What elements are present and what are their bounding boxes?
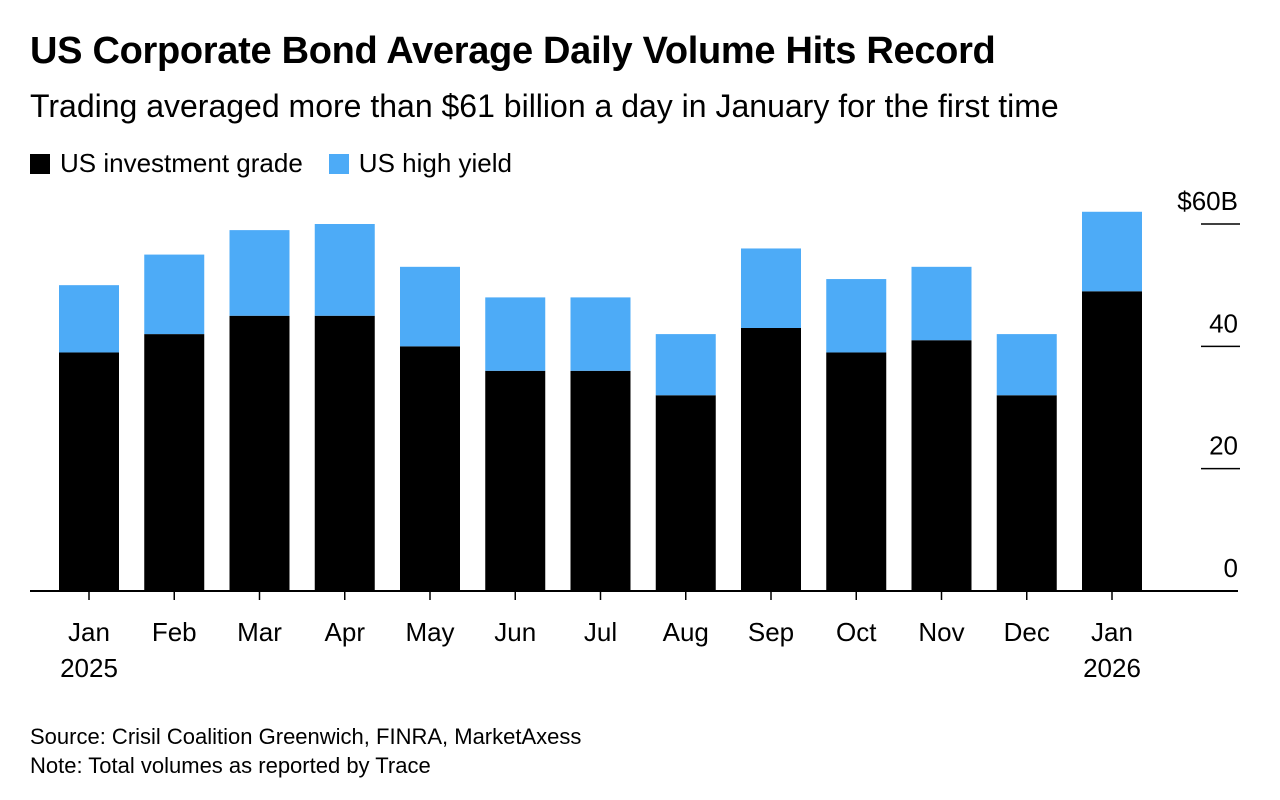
bar-high-yield-3 bbox=[314, 224, 375, 316]
x-tick-label-12: Jan bbox=[1091, 617, 1133, 647]
bar-high-yield-12 bbox=[1082, 211, 1142, 292]
legend-label-high-yield: US high yield bbox=[358, 148, 512, 178]
bar-investment-grade-12 bbox=[1082, 291, 1142, 591]
bar-investment-grade-9 bbox=[826, 352, 887, 591]
x-tick-label-6: Jul bbox=[584, 617, 617, 647]
bar-high-yield-9 bbox=[826, 279, 887, 353]
y-tick-label-2: 40 bbox=[1209, 308, 1238, 338]
x-tick-label-4: May bbox=[405, 617, 454, 647]
bar-high-yield-10 bbox=[911, 266, 972, 341]
x-tick-label-3: Apr bbox=[325, 617, 366, 647]
footnote: Note: Total volumes as reported by Trace bbox=[30, 753, 431, 778]
legend-swatch-high-yield bbox=[328, 153, 349, 174]
x-tick-label-8: Sep bbox=[748, 617, 794, 647]
x-tick-label-1: Feb bbox=[152, 617, 197, 647]
y-tick-label-3: $60B bbox=[1177, 186, 1238, 216]
x-tick-label-7: Aug bbox=[663, 617, 709, 647]
bar-investment-grade-6 bbox=[570, 370, 631, 591]
chart-subtitle: Trading averaged more than $61 billion a… bbox=[30, 88, 1059, 124]
bar-investment-grade-2 bbox=[229, 315, 290, 591]
bar-investment-grade-11 bbox=[996, 395, 1057, 591]
bar-high-yield-2 bbox=[229, 230, 290, 316]
bar-investment-grade-10 bbox=[911, 340, 972, 591]
legend-swatch-investment-grade bbox=[30, 153, 50, 174]
bar-high-yield-6 bbox=[570, 297, 631, 371]
chart-title: US Corporate Bond Average Daily Volume H… bbox=[30, 30, 996, 72]
bar-investment-grade-8 bbox=[741, 327, 801, 591]
bar-investment-grade-5 bbox=[485, 370, 546, 591]
legend: US investment grade US high yield bbox=[30, 148, 538, 179]
y-tick-label-1: 20 bbox=[1209, 431, 1238, 461]
x-tick-label-9: Oct bbox=[836, 617, 877, 647]
bar-investment-grade-1 bbox=[144, 334, 205, 591]
x-tick-label-2: Mar bbox=[237, 617, 282, 647]
bar-high-yield-1 bbox=[144, 254, 205, 335]
bar-high-yield-5 bbox=[485, 297, 546, 371]
x-tick-label-0: Jan bbox=[68, 617, 110, 647]
legend-item-high-yield: US high yield bbox=[328, 148, 512, 179]
bar-investment-grade-3 bbox=[314, 315, 375, 591]
x-tick-label-5: Jun bbox=[494, 617, 536, 647]
bar-high-yield-4 bbox=[400, 266, 460, 347]
x-tick-label-11: Dec bbox=[1004, 617, 1050, 647]
stacked-bar-chart: Jan 2025 Feb Mar Apr May Jun Jul Aug Sep Oct Nov Dec… bbox=[30, 186, 1240, 683]
bar-investment-grade-4 bbox=[400, 346, 460, 591]
bar-investment-grade-0 bbox=[59, 352, 119, 591]
x-tick-label-10: Nov bbox=[918, 617, 964, 647]
bar-high-yield-11 bbox=[996, 334, 1057, 396]
x-tick-label-0-year: 2025 bbox=[60, 653, 118, 683]
source-note: Source: Crisil Coalition Greenwich, FINR… bbox=[30, 724, 582, 749]
bar-high-yield-8 bbox=[741, 248, 801, 328]
legend-item-investment-grade: US investment grade bbox=[30, 148, 303, 179]
bar-high-yield-0 bbox=[59, 285, 119, 353]
legend-label-investment-grade: US investment grade bbox=[60, 148, 303, 178]
y-tick-label-0: 0 bbox=[1224, 553, 1238, 583]
x-tick-label-12-year: 2026 bbox=[1083, 653, 1141, 683]
bar-investment-grade-7 bbox=[655, 395, 716, 591]
bar-high-yield-7 bbox=[655, 334, 716, 396]
